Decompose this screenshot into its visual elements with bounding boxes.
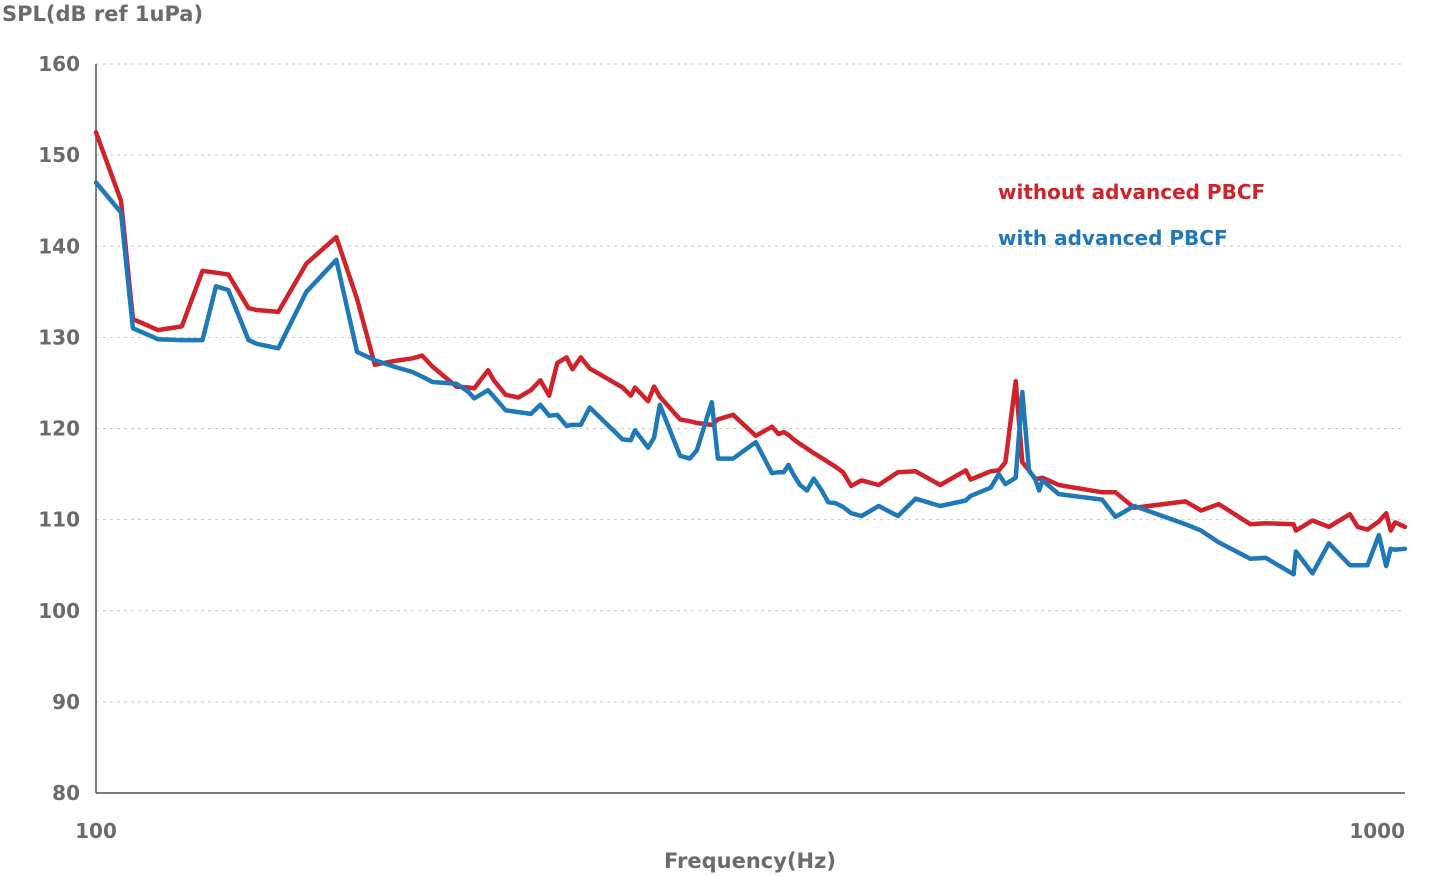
legend-label-with-pbcf: with advanced PBCF: [998, 226, 1228, 250]
data-series: [93, 130, 1408, 577]
x-axis-title: Frequency(Hz): [664, 849, 836, 873]
y-tick-label: 140: [38, 234, 80, 258]
y-tick-label: 110: [38, 508, 80, 532]
legend: without advanced PBCF with advanced PBCF: [998, 180, 1265, 250]
y-tick-label: 80: [52, 781, 80, 805]
y-tick-label: 120: [38, 417, 80, 441]
y-tick-label: 90: [52, 690, 80, 714]
legend-label-without-pbcf: without advanced PBCF: [998, 180, 1265, 204]
series-line-with-pbcf: [93, 180, 1408, 577]
x-tick-labels: 100 1000: [75, 819, 1405, 843]
y-tick-label: 100: [38, 599, 80, 623]
grid-lines: [96, 63, 1405, 703]
series-line-without-pbcf: [93, 130, 1408, 533]
y-tick-labels: 160 150 140 130 120 110 100 90 80: [38, 52, 80, 805]
x-tick-label: 1000: [1349, 819, 1405, 843]
x-tick-label: 100: [75, 819, 117, 843]
y-tick-label: 130: [38, 325, 80, 349]
y-tick-label: 150: [38, 143, 80, 167]
y-axis-title: SPL(dB ref 1uPa): [2, 2, 203, 26]
y-tick-label: 160: [38, 52, 80, 76]
